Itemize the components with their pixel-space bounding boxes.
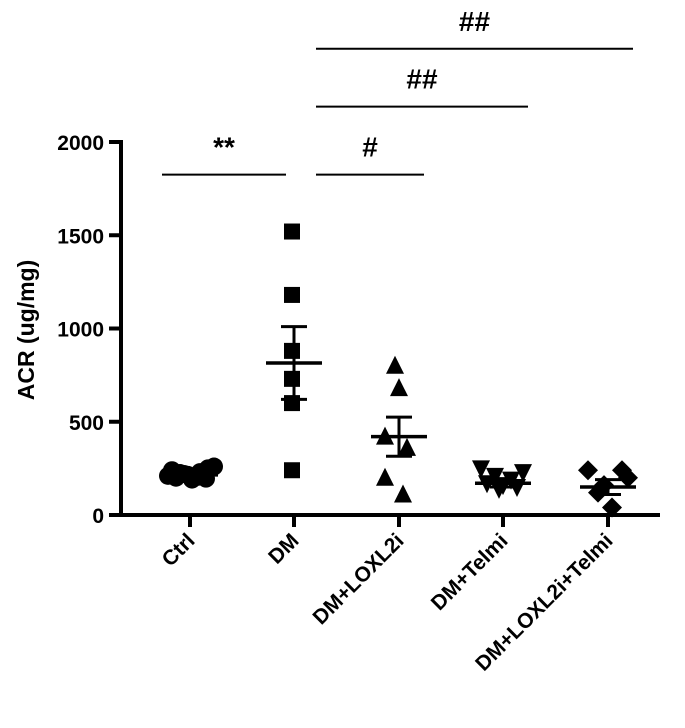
y-tick-label: 1500 — [57, 225, 104, 248]
data-point-diamond — [578, 460, 598, 481]
significance-brackets: ** ##### — [162, 6, 633, 176]
x-tick-label: DM+Telmi — [427, 529, 513, 615]
significance-label: ** — [213, 132, 235, 163]
data-points — [159, 223, 638, 518]
significance-label: ## — [459, 6, 491, 37]
significance-label: ## — [406, 64, 438, 95]
data-point-diamond — [602, 497, 622, 518]
data-point-square — [284, 286, 300, 303]
y-axis: 0 500 1000 1500 2000 — [57, 132, 123, 528]
data-point-square — [284, 395, 300, 412]
y-axis-label: ACR (ug/mg) — [13, 260, 39, 401]
data-point-square — [284, 462, 300, 479]
data-point-square — [284, 223, 300, 240]
data-point-diamond — [618, 467, 638, 488]
significance-label: # — [362, 132, 378, 163]
data-point-triangle-up — [386, 355, 404, 374]
x-tick-label: DM — [264, 529, 303, 568]
data-point-triangle-up — [398, 437, 416, 456]
mean-sem-bars — [162, 325, 636, 496]
data-point-square — [284, 370, 300, 387]
data-point-triangle-up — [376, 467, 394, 486]
x-tick-label: DM+LOXL2i — [309, 529, 409, 629]
data-point-triangle-down — [472, 460, 490, 479]
x-tick-label: Ctrl — [158, 529, 200, 571]
data-point-square — [284, 342, 300, 359]
data-point-triangle-down — [514, 464, 532, 483]
data-point-triangle-up — [394, 484, 412, 503]
y-tick-label: 500 — [69, 412, 104, 435]
y-tick-label: 2000 — [57, 132, 104, 155]
data-point-triangle-up — [390, 378, 408, 397]
y-tick-label: 1000 — [57, 319, 104, 342]
y-tick-label: 0 — [92, 505, 104, 528]
